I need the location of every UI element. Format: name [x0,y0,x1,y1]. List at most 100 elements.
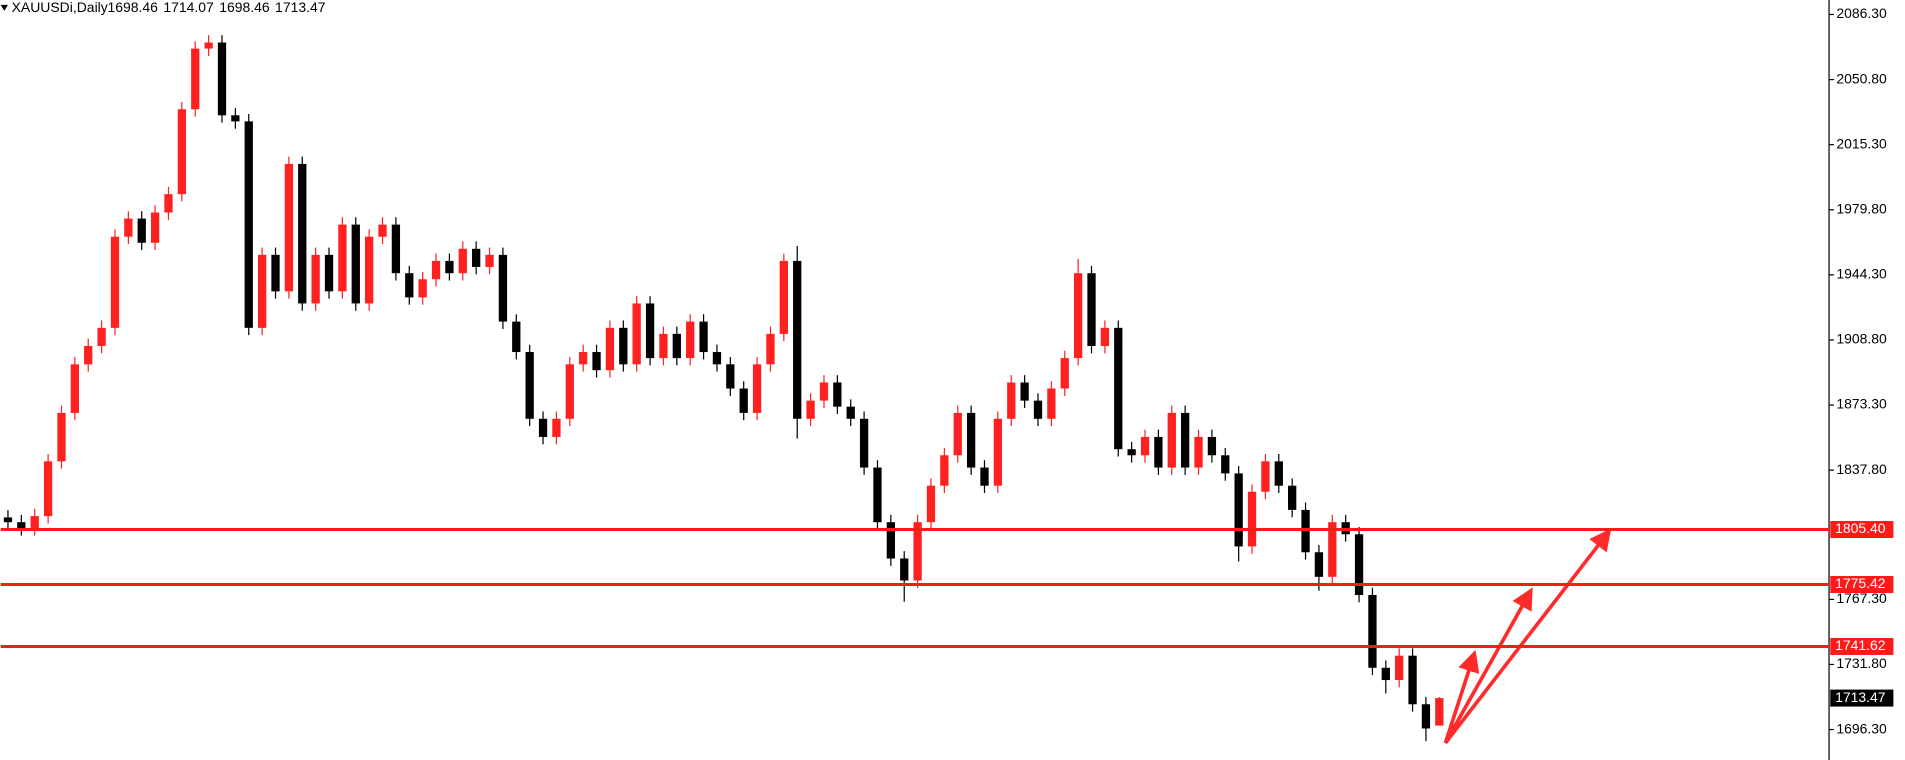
candle-body [806,400,815,419]
candle-body [726,364,735,389]
candle-body [1381,667,1390,681]
header: XAUUSDi,Daily 1698.46 1714.07 1698.46 17… [0,0,326,15]
candle-body [926,485,936,523]
candle-body [1127,449,1136,456]
candle-body [164,194,173,213]
candle-body [1181,412,1190,468]
candle-body [1194,436,1203,468]
candle-body [378,224,387,237]
candle-body [993,418,1003,486]
candle-body [1288,485,1297,510]
level-label: 1775.42 [1835,575,1886,591]
candle-body [793,260,802,419]
candle-body [298,163,307,304]
candle-body [619,327,628,365]
candle-body [30,516,39,529]
candle-body [779,260,788,334]
candle-body [97,327,106,346]
y-tick-label: 2086.30 [1836,5,1887,21]
candle-body [324,254,334,292]
y-tick-label: 2015.30 [1836,135,1887,151]
candle-body [1140,436,1150,456]
candle-body [391,224,401,274]
candle-body [712,352,722,365]
candle-body [271,254,280,292]
current-price-label: 1713.47 [1835,689,1886,705]
candle-body [351,224,360,304]
header-high: 1714.07 [163,0,214,15]
candle-body [1047,388,1056,419]
candle-body [686,321,695,359]
candle-body [1395,655,1404,681]
candle-body [565,364,574,419]
y-tick-label: 1979.80 [1836,200,1887,216]
candle-body [1060,358,1069,389]
candle-body [1328,522,1337,577]
candle-body [873,467,882,523]
candle-body [257,254,267,328]
menu-icon [0,4,8,11]
candle-body [17,522,26,529]
candle-body [1247,491,1257,547]
candle-body [1167,412,1176,468]
candle-body [244,121,253,328]
candle-body [405,273,414,298]
candle-body [659,333,668,359]
candle-body [472,248,481,267]
candle-body [150,212,160,243]
candle-body [592,352,601,371]
drawn-arrows [1443,528,1612,745]
candle-body [338,224,347,292]
candle-body [191,48,200,110]
y-tick-label: 1696.30 [1836,720,1887,736]
candle-body [177,109,187,195]
candle-body [645,303,655,359]
candle-body [1114,327,1123,450]
level-label: 1741.62 [1835,637,1886,653]
candle-body [605,327,615,371]
candle-body [538,418,548,437]
symbol-title: XAUUSDi,Daily [12,0,108,15]
candle-body [699,321,708,353]
candle-body [1354,534,1364,595]
candle-body [766,333,775,365]
candle-body [458,248,467,274]
candle-body [900,558,909,581]
level-label-box [1830,521,1894,539]
y-tick-label: 1944.30 [1836,266,1887,282]
candle-body [110,236,120,328]
y-tick-label: 1908.80 [1836,331,1887,347]
candle-body [364,236,374,304]
candle-body [1368,594,1377,668]
candle-body [579,352,588,365]
candle-body [739,388,748,413]
level-label-box [1830,637,1894,655]
price-label-box [1830,689,1894,707]
candle-body [1073,273,1083,359]
y-tick-label: 1873.30 [1836,396,1887,412]
header-low: 1698.46 [219,0,270,15]
candle-body [311,254,320,304]
candle-body [431,260,441,280]
candle-body [953,412,962,456]
candle-body [512,321,521,353]
header-close: 1713.47 [275,0,326,15]
candle-body [1007,382,1016,419]
candle-body [819,382,829,401]
level-label-box [1830,575,1894,593]
candle-body [418,279,427,298]
arrow [1443,587,1533,744]
y-tick-label: 1837.80 [1836,461,1887,477]
candle-body [913,522,922,581]
candle-body [1221,455,1230,474]
candle-body [1314,552,1324,577]
candle-body [485,254,494,267]
candle-body [1274,461,1283,486]
candle-body [1100,327,1110,346]
candle-body [752,364,762,413]
y-tick-label: 2050.80 [1836,70,1887,86]
candle-body [84,345,93,365]
candle-body [1408,655,1417,705]
candle-body [204,42,213,49]
